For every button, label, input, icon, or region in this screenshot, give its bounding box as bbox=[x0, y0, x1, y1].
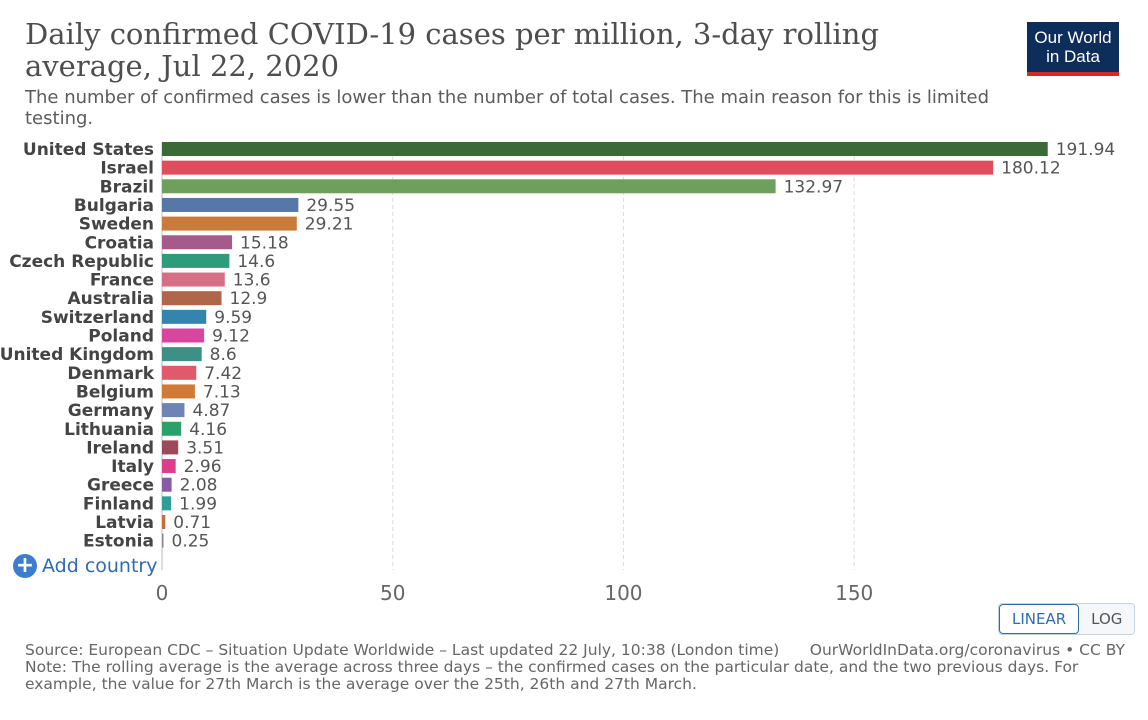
logo-line-1: Our World bbox=[1034, 28, 1112, 47]
bar bbox=[162, 403, 185, 418]
category-label: Lithuania bbox=[64, 420, 154, 440]
bar bbox=[162, 291, 222, 306]
owid-logo[interactable]: Our World in Data bbox=[1027, 22, 1119, 76]
source-text: Source: European CDC – Situation Update … bbox=[25, 641, 780, 659]
value-label: 8.6 bbox=[210, 345, 237, 365]
value-label: 2.96 bbox=[184, 457, 222, 477]
footer: Source: European CDC – Situation Update … bbox=[25, 642, 1125, 693]
logo-line-2: in Data bbox=[1046, 47, 1100, 66]
bar bbox=[162, 365, 197, 380]
x-tick-label: 50 bbox=[380, 581, 405, 605]
value-label: 9.12 bbox=[212, 327, 250, 347]
value-label: 4.16 bbox=[189, 420, 227, 440]
bar bbox=[162, 533, 164, 548]
value-label: 29.55 bbox=[306, 196, 355, 216]
value-label: 7.13 bbox=[203, 382, 241, 402]
value-label: 14.6 bbox=[237, 252, 275, 272]
bar bbox=[162, 142, 1048, 156]
category-label: Australia bbox=[68, 289, 155, 309]
category-label: Germany bbox=[68, 401, 154, 421]
bar bbox=[162, 197, 299, 212]
log-scale-button[interactable]: LOG bbox=[1079, 604, 1135, 634]
category-label: Switzerland bbox=[41, 308, 154, 328]
category-label: Sweden bbox=[79, 215, 154, 235]
bar-chart: 0 50 100 150 United States 191.94 Israel 180.12… bbox=[0, 140, 1115, 605]
bar bbox=[162, 272, 225, 287]
value-label: 7.42 bbox=[204, 364, 242, 384]
bar bbox=[162, 253, 230, 268]
category-label: Estonia bbox=[83, 532, 154, 552]
category-label: Ireland bbox=[86, 438, 154, 458]
bar bbox=[162, 216, 297, 231]
category-label: Brazil bbox=[100, 177, 154, 197]
chart-title: Daily confirmed COVID-19 cases per milli… bbox=[25, 17, 880, 83]
bar bbox=[162, 477, 172, 492]
value-label: 13.6 bbox=[233, 271, 271, 291]
category-label: France bbox=[90, 271, 154, 291]
category-label: Israel bbox=[100, 159, 154, 179]
value-label: 0.71 bbox=[173, 513, 211, 533]
bar bbox=[162, 384, 195, 399]
category-label: Finland bbox=[83, 494, 154, 514]
bar bbox=[162, 328, 205, 343]
add-country-button[interactable]: + Add country bbox=[13, 554, 157, 578]
value-label: 132.97 bbox=[784, 177, 843, 197]
category-label: Greece bbox=[87, 476, 154, 496]
value-label: 12.9 bbox=[230, 289, 268, 309]
x-tick-label: 0 bbox=[156, 581, 169, 605]
category-label: Denmark bbox=[67, 364, 154, 384]
bar bbox=[162, 347, 202, 362]
value-label: 29.21 bbox=[305, 215, 354, 235]
add-country-label: Add country bbox=[42, 555, 158, 577]
x-tick-label: 100 bbox=[604, 581, 642, 605]
bar bbox=[162, 421, 182, 436]
value-label: 191.94 bbox=[1056, 140, 1115, 160]
bar bbox=[162, 179, 776, 194]
category-label: Belgium bbox=[76, 382, 154, 402]
linear-scale-button[interactable]: LINEAR bbox=[999, 604, 1080, 634]
bar bbox=[162, 235, 233, 250]
category-label: Bulgaria bbox=[74, 196, 154, 216]
scale-toggle[interactable]: LINEAR LOG bbox=[998, 603, 1136, 635]
category-label: Czech Republic bbox=[9, 252, 154, 272]
bar bbox=[162, 515, 166, 529]
bar bbox=[162, 160, 994, 175]
bar bbox=[162, 496, 172, 511]
bar bbox=[162, 459, 176, 474]
value-label: 3.51 bbox=[186, 438, 224, 458]
category-label: Poland bbox=[88, 327, 154, 347]
value-label: 2.08 bbox=[180, 476, 218, 496]
note-text: Note: The rolling average is the average… bbox=[25, 658, 1079, 693]
value-label: 15.18 bbox=[240, 233, 289, 253]
category-label: United Kingdom bbox=[0, 345, 154, 365]
bar bbox=[162, 309, 207, 324]
x-tick-label: 150 bbox=[835, 581, 873, 605]
category-label: Latvia bbox=[95, 513, 154, 533]
value-label: 180.12 bbox=[1001, 159, 1060, 179]
category-label: Italy bbox=[111, 457, 154, 477]
category-label: United States bbox=[23, 140, 154, 160]
value-label: 0.25 bbox=[172, 532, 210, 552]
category-label: Croatia bbox=[85, 233, 154, 253]
value-label: 1.99 bbox=[179, 494, 217, 514]
value-label: 4.87 bbox=[192, 401, 230, 421]
plus-icon: + bbox=[13, 554, 37, 578]
chart-subtitle: The number of confirmed cases is lower t… bbox=[25, 87, 990, 129]
bar bbox=[162, 440, 179, 455]
value-label: 9.59 bbox=[214, 308, 252, 328]
credit-link[interactable]: OurWorldInData.org/coronavirus • CC BY bbox=[809, 641, 1125, 659]
